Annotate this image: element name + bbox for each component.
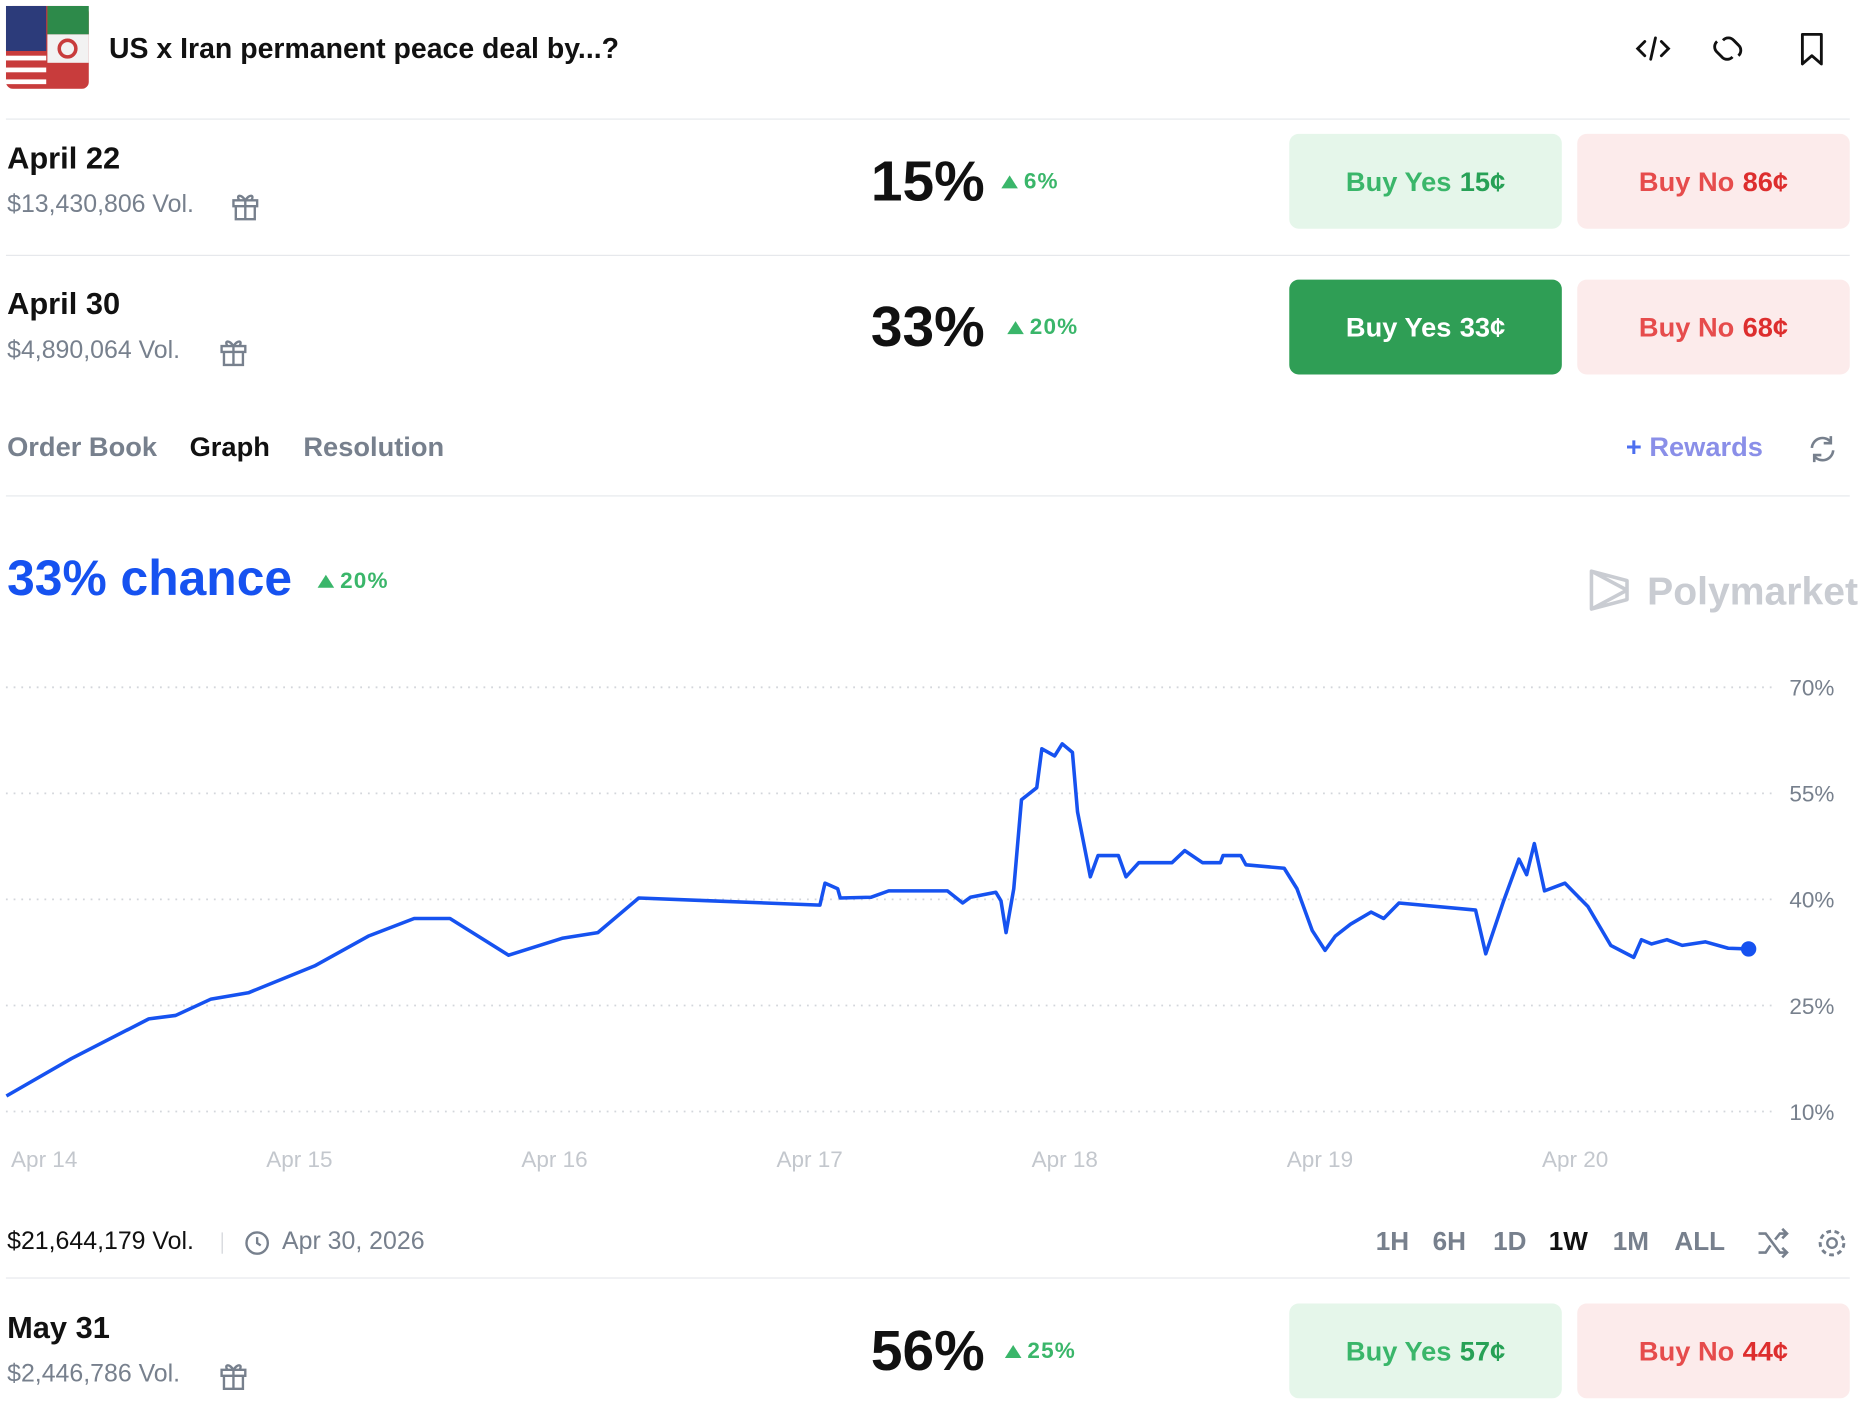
range-button[interactable]: 1H (1375, 1226, 1410, 1257)
market-date: April 22 (7, 139, 121, 176)
gift-icon (232, 194, 259, 221)
market-change: 20% (1007, 315, 1078, 341)
market-change: 25% (1005, 1339, 1076, 1365)
button-price: 44¢ (1742, 1334, 1789, 1366)
button-price: 57¢ (1459, 1334, 1506, 1366)
rewards-label: Rewards (1649, 431, 1763, 463)
buy-no-button[interactable]: Buy No 44¢ (1577, 1303, 1850, 1399)
button-price: 86¢ (1742, 165, 1789, 197)
button-price: 68¢ (1742, 311, 1789, 342)
x-tick-label: Apr 17 (777, 1147, 843, 1172)
button-label: Buy Yes (1345, 165, 1452, 197)
x-tick-label: Apr 20 (1542, 1147, 1608, 1172)
divider (5, 254, 1850, 256)
graph-chance: 33% chance (7, 549, 293, 606)
market-chance: 15% (870, 150, 985, 214)
range-button[interactable]: 1M (1612, 1226, 1650, 1257)
buy-yes-button[interactable]: Buy Yes 15¢ (1289, 133, 1562, 229)
tab[interactable]: Graph (189, 431, 270, 463)
price-chart: 10% 25% 40% 55% 70% Apr 14 Apr 15 Apr 16 Apr 17 A… (5, 676, 1834, 1172)
range-button[interactable]: ALL (1674, 1226, 1726, 1257)
button-label: Buy No (1638, 165, 1735, 197)
total-volume: $21,644,179 Vol. (7, 1227, 194, 1255)
divider (5, 118, 1850, 120)
market-chance: 56% (870, 1320, 985, 1383)
button-price: 15¢ (1459, 165, 1506, 197)
watermark: Polymarket (1647, 568, 1858, 613)
button-label: Buy No (1638, 1334, 1735, 1366)
market-icon (5, 5, 89, 89)
watermark-logo (1589, 569, 1629, 611)
tab[interactable]: Resolution (303, 431, 445, 463)
buy-no-button[interactable]: Buy No 68¢ (1577, 279, 1850, 375)
divider (5, 1277, 1850, 1279)
x-tick-label: Apr 16 (521, 1147, 587, 1172)
y-tick-label: 55% (1789, 782, 1834, 807)
button-price: 33¢ (1459, 311, 1506, 342)
gift-icon (220, 1364, 247, 1391)
market-title: US x Iran permanent peace deal by...? (109, 33, 620, 66)
end-date: Apr 30, 2026 (282, 1227, 425, 1255)
market-volume: $13,430,806 Vol. (7, 190, 194, 219)
tab[interactable]: Order Book (7, 431, 158, 463)
y-tick-label: 10% (1789, 1100, 1834, 1125)
market-volume: $4,890,064 Vol. (7, 336, 181, 364)
clock-icon (245, 1231, 269, 1255)
buy-yes-button[interactable]: Buy Yes 57¢ (1289, 1303, 1562, 1399)
shuffle-icon[interactable] (1756, 1226, 1789, 1259)
header-actions[interactable] (1635, 31, 1825, 69)
buy-no-button[interactable]: Buy No 86¢ (1577, 133, 1850, 229)
refresh-icon[interactable] (1807, 434, 1838, 465)
gift-icon (220, 340, 247, 367)
button-label: Buy Yes (1345, 1334, 1452, 1366)
x-tick-label: Apr 19 (1287, 1147, 1353, 1172)
market-date: April 30 (7, 285, 121, 322)
y-tick-label: 40% (1789, 888, 1834, 913)
graph-change: 20% (318, 569, 389, 595)
range-button[interactable]: 1D (1493, 1226, 1527, 1257)
market-chance: 33% (870, 296, 985, 360)
buy-yes-button[interactable]: Buy Yes 33¢ (1289, 279, 1562, 375)
x-tick-label: Apr 15 (266, 1147, 332, 1172)
divider (5, 495, 1850, 497)
button-label: Buy No (1638, 311, 1735, 342)
y-tick-label: 70% (1789, 676, 1834, 701)
range-button[interactable]: 1W (1548, 1226, 1588, 1257)
range-button[interactable]: 6H (1432, 1226, 1466, 1257)
market-change: 6% (1001, 169, 1058, 195)
y-tick-label: 25% (1789, 994, 1834, 1019)
x-tick-label: Apr 14 (11, 1147, 77, 1172)
x-tick-label: Apr 18 (1032, 1147, 1098, 1172)
last-point (1740, 941, 1757, 957)
price-line (5, 742, 1749, 1098)
separator (221, 1232, 223, 1254)
market-volume: $2,446,786 Vol. (7, 1360, 181, 1388)
button-label: Buy Yes (1345, 311, 1452, 342)
market-date: May 31 (7, 1309, 110, 1345)
rewards-link[interactable]: + Rewards (1625, 431, 1763, 463)
settings-icon[interactable] (1815, 1226, 1848, 1259)
